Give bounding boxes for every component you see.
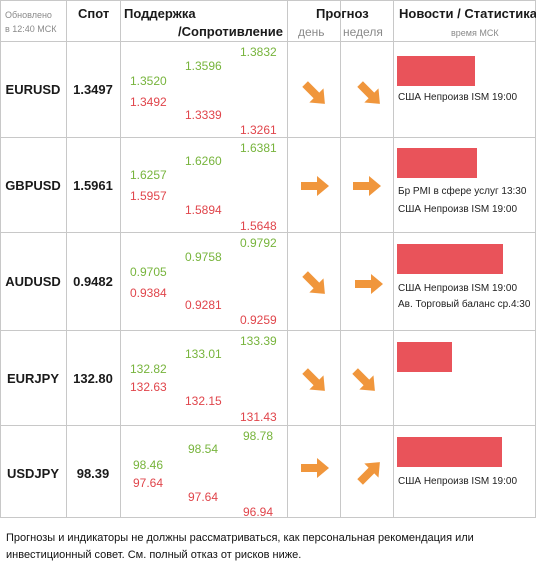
resistance-2: 97.64 — [188, 490, 219, 504]
forecast-week-header: неделя — [343, 25, 383, 39]
forex-board: Обновлено в 12:40 МСК Спот Поддержка /Со… — [0, 0, 536, 519]
resistance-2: 132.15 — [185, 394, 222, 408]
resistance-1: 1.3492 — [130, 95, 167, 109]
pair-name: USDJPY — [6, 466, 60, 481]
resistance-2: 1.5894 — [185, 203, 222, 217]
row-divider — [0, 517, 536, 518]
news-item: США Непроизв ISM 19:00 — [398, 204, 517, 215]
support-2: 0.9758 — [185, 250, 222, 264]
support-3: 133.39 — [240, 334, 277, 348]
arrow-down-right-icon — [302, 271, 325, 294]
news-item: США Непроизв ISM 19:00 — [398, 92, 517, 103]
col-divider — [340, 0, 341, 518]
col-divider — [0, 0, 1, 518]
support-3: 0.9792 — [240, 236, 277, 250]
support-1: 0.9705 — [130, 265, 167, 279]
news-item: США Непроизв ISM 19:00 — [398, 283, 517, 294]
pair-name: EURJPY — [6, 371, 60, 386]
support-1: 98.46 — [133, 458, 164, 472]
col-divider — [120, 0, 121, 518]
pair-name: AUDUSD — [5, 274, 61, 289]
disclaimer-text: Прогнозы и индикаторы не должны рассматр… — [6, 532, 474, 561]
row-divider — [0, 0, 536, 1]
support-3: 98.78 — [243, 429, 274, 443]
updated-time: в 12:40 МСК — [5, 24, 57, 34]
news-item: Ав. Торговый баланс ср.4:30 — [398, 299, 531, 310]
row-divider — [0, 425, 536, 426]
forecast-header: Прогноз — [316, 6, 369, 21]
support-1: 1.6257 — [130, 168, 167, 182]
row-divider — [0, 137, 536, 138]
arrow-down-right-icon — [357, 81, 380, 104]
resistance-1: 1.5957 — [130, 189, 167, 203]
support-2: 98.54 — [188, 442, 219, 456]
spot-price: 1.5961 — [73, 178, 113, 193]
spot-price: 98.39 — [76, 466, 110, 481]
news-impact-bar — [397, 244, 503, 274]
arrow-right-icon — [353, 176, 381, 196]
resistance-1: 97.64 — [133, 476, 164, 490]
support-2: 1.3596 — [185, 59, 222, 73]
support-1: 1.3520 — [130, 74, 167, 88]
resistance-3: 131.43 — [240, 410, 277, 424]
updated-label: Обновлено — [5, 10, 52, 20]
resistance-1: 132.63 — [130, 380, 167, 394]
support-3: 1.3832 — [240, 45, 277, 59]
row-divider — [0, 41, 536, 42]
news-item: Бр PMI в сфере услуг 13:30 — [398, 186, 527, 197]
support-2: 133.01 — [185, 347, 222, 361]
resistance-2: 1.3339 — [185, 108, 222, 122]
arrow-right-icon — [301, 458, 329, 478]
col-divider — [66, 0, 67, 518]
arrow-down-right-icon — [302, 81, 325, 104]
col-divider — [287, 0, 288, 518]
resistance-3: 1.5648 — [240, 219, 277, 233]
col-divider — [393, 0, 394, 518]
news-impact-bar — [397, 437, 502, 467]
time-zone-label: время МСК — [451, 28, 499, 38]
resistance-1: 0.9384 — [130, 286, 167, 300]
arrow-right-icon — [301, 176, 329, 196]
news-impact-bar — [397, 342, 452, 372]
resistance-2: 0.9281 — [185, 298, 222, 312]
support-1: 132.82 — [130, 362, 167, 376]
forecast-day-header: день — [298, 25, 325, 39]
resistance-3: 1.3261 — [240, 123, 277, 137]
resistance-3: 0.9259 — [240, 313, 277, 327]
arrow-down-right-icon — [302, 368, 325, 391]
spot-price: 1.3497 — [73, 82, 113, 97]
support-header: Поддержка — [124, 6, 196, 21]
support-2: 1.6260 — [185, 154, 222, 168]
pair-name: GBPUSD — [5, 178, 61, 193]
resistance-3: 96.94 — [243, 505, 274, 519]
news-item: США Непроизв ISM 19:00 — [398, 476, 517, 487]
arrow-up-right-icon — [357, 462, 380, 485]
spot-header: Спот — [78, 6, 110, 21]
news-header: Новости / Статистика — [399, 6, 536, 21]
spot-price: 0.9482 — [73, 274, 113, 289]
arrow-right-icon — [355, 274, 383, 294]
support-3: 1.6381 — [240, 141, 277, 155]
row-divider — [0, 330, 536, 331]
resistance-header: /Сопротивление — [178, 24, 283, 39]
spot-price: 132.80 — [73, 371, 113, 386]
arrow-down-right-icon — [352, 368, 375, 391]
row-divider — [0, 232, 536, 233]
pair-name: EURUSD — [5, 82, 61, 97]
news-impact-bar — [397, 148, 477, 178]
news-impact-bar — [397, 56, 475, 86]
